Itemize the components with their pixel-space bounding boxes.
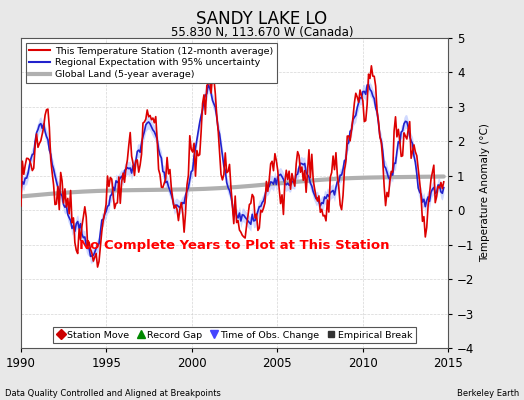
Text: 55.830 N, 113.670 W (Canada): 55.830 N, 113.670 W (Canada) [171,26,353,39]
Text: SANDY LAKE LO: SANDY LAKE LO [196,10,328,28]
Text: No Complete Years to Plot at This Station: No Complete Years to Plot at This Statio… [79,239,390,252]
Y-axis label: Temperature Anomaly (°C): Temperature Anomaly (°C) [480,124,490,262]
Text: Berkeley Earth: Berkeley Earth [456,389,519,398]
Legend: Station Move, Record Gap, Time of Obs. Change, Empirical Break: Station Move, Record Gap, Time of Obs. C… [53,327,416,343]
Text: Data Quality Controlled and Aligned at Breakpoints: Data Quality Controlled and Aligned at B… [5,389,221,398]
